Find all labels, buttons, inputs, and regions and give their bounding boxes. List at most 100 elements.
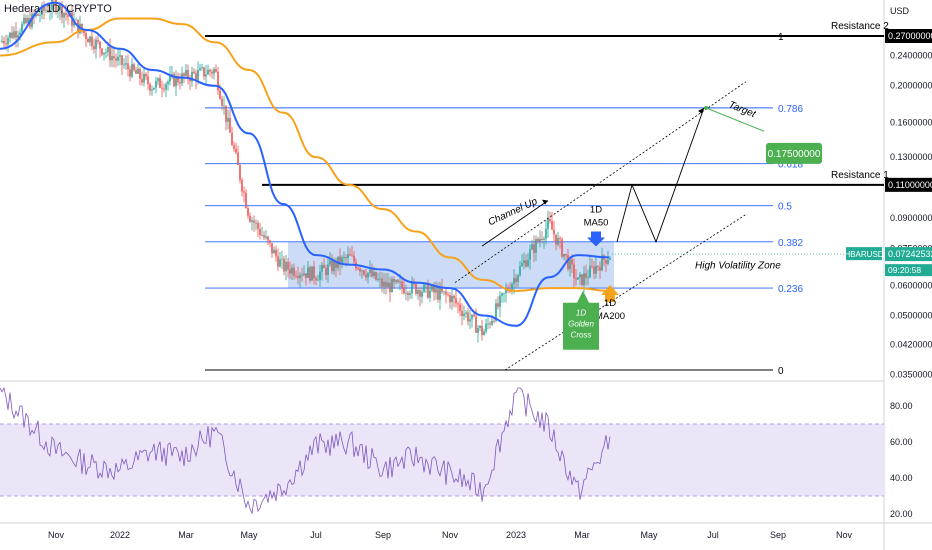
candle-body bbox=[197, 70, 199, 80]
candle-body bbox=[101, 48, 103, 55]
candle-body bbox=[105, 52, 107, 54]
candle-body bbox=[419, 290, 421, 297]
candle-body bbox=[597, 265, 599, 267]
candle-body bbox=[523, 260, 525, 264]
candle-body bbox=[581, 274, 583, 286]
candle-body bbox=[185, 69, 187, 76]
ma200-arrow bbox=[601, 284, 619, 302]
candle-body bbox=[39, 14, 41, 16]
candle-body bbox=[37, 14, 39, 16]
candle-body bbox=[187, 69, 189, 79]
candle-body bbox=[91, 36, 93, 46]
fib-level-label: 0.236 bbox=[778, 284, 803, 295]
candle-body bbox=[7, 37, 9, 45]
candle-body bbox=[415, 284, 417, 294]
candle-body bbox=[477, 327, 479, 333]
candle-body bbox=[191, 71, 193, 82]
candle-body bbox=[199, 68, 201, 71]
candle-body bbox=[149, 84, 151, 91]
candle-body bbox=[219, 90, 221, 99]
candle-body bbox=[609, 258, 611, 260]
candle-body bbox=[259, 228, 261, 236]
candle-body bbox=[409, 293, 411, 296]
candle-body bbox=[129, 69, 131, 77]
candle-body bbox=[49, 9, 51, 12]
candle-body bbox=[591, 265, 593, 267]
candle-body bbox=[335, 260, 337, 268]
candle-body bbox=[553, 229, 555, 235]
rsi-axis-tick: 80.00 bbox=[890, 401, 913, 411]
candle-body bbox=[573, 264, 575, 279]
symbol-badge-label: HBARUSD bbox=[844, 250, 883, 259]
candle-body bbox=[135, 70, 137, 74]
candle-body bbox=[289, 269, 291, 274]
fib-level-label: 0 bbox=[778, 366, 784, 377]
candle-body bbox=[225, 105, 227, 122]
candle-body bbox=[529, 249, 531, 260]
candle-body bbox=[151, 89, 153, 91]
candle-body bbox=[159, 78, 161, 88]
candle-body bbox=[75, 19, 77, 21]
candle-body bbox=[265, 236, 267, 238]
candle-body bbox=[361, 270, 363, 272]
chart-title: Hedera, 1D, CRYPTO bbox=[4, 3, 112, 15]
candle-body bbox=[189, 78, 191, 82]
candle-body bbox=[61, 4, 63, 18]
candle-body bbox=[483, 331, 485, 336]
candle-body bbox=[527, 259, 529, 267]
candle-body bbox=[471, 314, 473, 320]
candle-body bbox=[525, 260, 527, 267]
candle-body bbox=[223, 105, 225, 107]
candle-body bbox=[161, 87, 163, 89]
candle-body bbox=[221, 98, 223, 106]
candle-body bbox=[373, 271, 375, 277]
candle-body bbox=[517, 275, 519, 283]
candle-body bbox=[345, 257, 347, 259]
candle-body bbox=[107, 46, 109, 53]
candle-body bbox=[341, 257, 343, 265]
candle-body bbox=[169, 75, 171, 82]
time-axis-tick: Mar bbox=[574, 530, 590, 540]
level-price-badge bbox=[885, 29, 932, 43]
candle-body bbox=[367, 272, 369, 278]
candle-body bbox=[321, 264, 323, 272]
candle-body bbox=[363, 270, 365, 275]
candle-body bbox=[401, 281, 403, 288]
candle-body bbox=[593, 266, 595, 274]
candle-body bbox=[311, 266, 313, 281]
candle-body bbox=[493, 320, 495, 322]
time-axis-tick: Nov bbox=[442, 530, 459, 540]
candle-body bbox=[343, 257, 345, 258]
time-axis-tick: 2022 bbox=[110, 530, 130, 540]
candle-body bbox=[421, 291, 423, 297]
candle-body bbox=[487, 323, 489, 325]
candle-body bbox=[143, 73, 145, 83]
candle-body bbox=[249, 215, 251, 222]
rsi-band bbox=[0, 424, 884, 496]
candle-body bbox=[427, 283, 429, 298]
countdown-label: 09:20:58 bbox=[888, 265, 921, 275]
candle-body bbox=[241, 180, 243, 192]
candle-body bbox=[291, 267, 293, 274]
time-axis-tick: Nov bbox=[48, 530, 65, 540]
rsi-axis-tick: 60.00 bbox=[890, 437, 913, 447]
candle-body bbox=[351, 255, 353, 257]
candle-body bbox=[333, 260, 335, 272]
candle-body bbox=[447, 294, 449, 296]
fib-level-label: 0.786 bbox=[778, 104, 803, 115]
last-price-label: 0.07242532 bbox=[888, 249, 932, 259]
level-price-label: 0.27000000 bbox=[888, 31, 932, 41]
candle-body bbox=[455, 298, 457, 304]
candle-body bbox=[479, 325, 481, 328]
ma50-arrow bbox=[587, 231, 605, 247]
candle-body bbox=[307, 267, 309, 278]
time-axis-tick: Sep bbox=[770, 530, 786, 540]
channel-up-arrowhead bbox=[542, 199, 548, 205]
candle-body bbox=[417, 290, 419, 294]
candle-body bbox=[205, 74, 207, 77]
symbol-badge bbox=[846, 247, 882, 261]
